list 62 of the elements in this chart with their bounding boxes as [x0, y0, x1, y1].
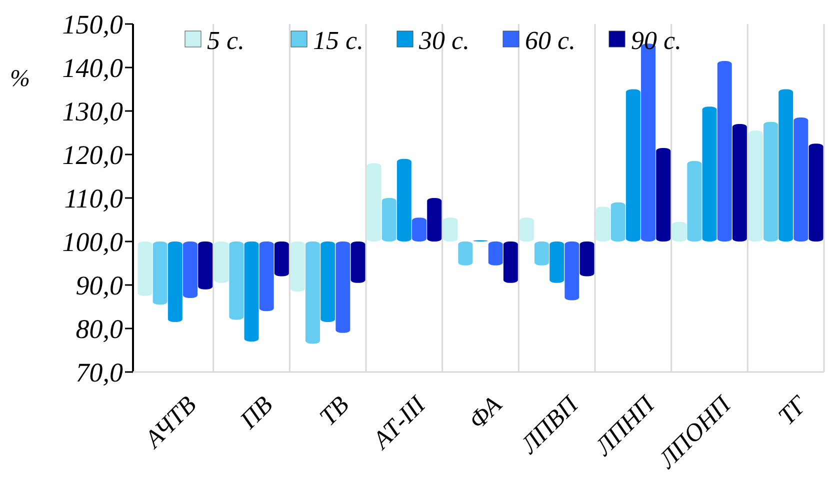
bar [656, 148, 671, 242]
legend-label: 90 с. [631, 26, 682, 56]
bar [550, 242, 564, 283]
bar [396, 158, 412, 242]
y-tick-label: 130,0 [62, 96, 124, 126]
bar [290, 242, 305, 292]
y-tick-label: 100,0 [62, 226, 124, 257]
bar [596, 206, 610, 242]
legend-label: 5 с. [207, 26, 245, 56]
x-tick-label: ПВ [234, 392, 278, 435]
bar [488, 242, 503, 266]
bar [778, 89, 794, 242]
bar [702, 106, 717, 242]
bar [626, 89, 640, 242]
bar [382, 198, 396, 242]
bar [412, 218, 426, 242]
bar [808, 144, 824, 242]
bar [717, 60, 732, 242]
bar [764, 122, 778, 242]
y-tick-label: 140,0 [62, 52, 124, 83]
bar [336, 242, 350, 333]
bar [503, 242, 518, 283]
bar [366, 163, 382, 242]
bar [320, 242, 336, 322]
y-tick-label: 110,0 [64, 183, 124, 214]
legend-label: 15 с. [313, 26, 364, 56]
bar [274, 242, 289, 276]
bar [183, 242, 198, 298]
y-tick-label: 120,0 [62, 140, 124, 170]
bar [229, 242, 244, 320]
bar [427, 198, 442, 242]
y-tick-label: 150,0 [62, 9, 124, 40]
y-tick-label: 70,0 [76, 357, 124, 388]
bar [168, 242, 182, 322]
bar [534, 242, 549, 266]
bar [672, 222, 687, 242]
y-tick-label: 90,0 [76, 270, 124, 300]
x-tick-label: ТВ [314, 392, 354, 432]
bar [732, 124, 747, 242]
bar [458, 242, 473, 266]
bar [138, 242, 152, 296]
bar [152, 242, 168, 305]
bar [748, 130, 763, 242]
bar [687, 161, 702, 242]
bar [350, 242, 366, 283]
bar [306, 242, 320, 344]
bar [244, 242, 259, 342]
y-tick-label: 80,0 [76, 314, 124, 344]
x-tick-label: ТГ [773, 390, 814, 431]
legend-label: 60 с. [525, 26, 576, 56]
bar [443, 218, 458, 242]
bar [564, 242, 580, 300]
legend-label: 30 с. [418, 26, 470, 56]
bar [259, 242, 274, 312]
bar [519, 218, 534, 242]
bar [610, 202, 626, 242]
bar [794, 118, 808, 242]
y-axis-title: % [10, 66, 30, 92]
bar [580, 242, 594, 276]
bar [214, 242, 229, 283]
x-tick-label: ФА [464, 391, 508, 435]
bar [198, 242, 213, 290]
